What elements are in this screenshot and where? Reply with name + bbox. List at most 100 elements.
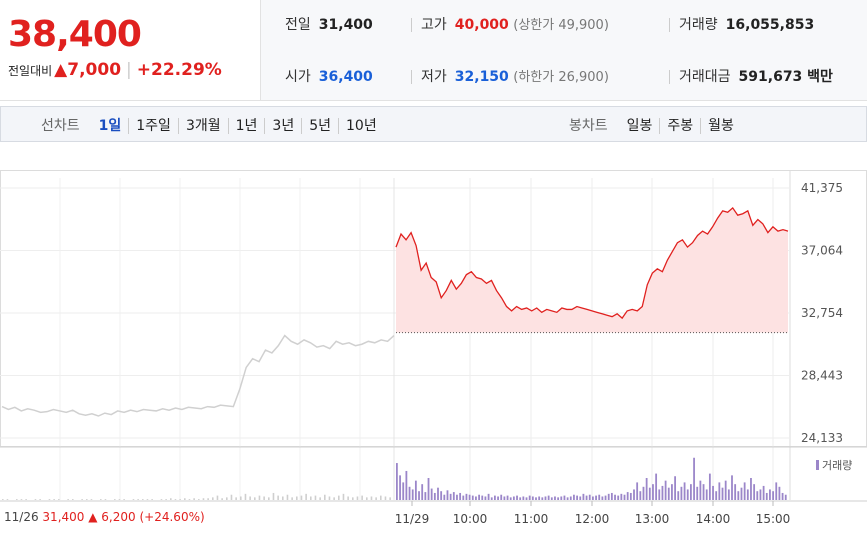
volume-bar-prev [34,499,37,500]
volume-bar [693,457,695,500]
volume-bar-prev [333,497,335,500]
volume-bar [525,497,528,500]
today-price-area [396,207,788,333]
volume-bar [468,494,471,500]
volume-bar [604,495,607,500]
change-label: 전일대비 [8,64,53,78]
volume-bar [671,484,673,500]
volume-bar-prev [170,498,172,500]
volume-bar-prev [2,499,4,500]
volume-bar [737,491,740,500]
volume-bar-prev [235,497,237,500]
volume-bar [554,496,556,500]
divider [669,18,670,32]
prev-day-date: 11/26 [4,510,39,524]
volume-bar [598,494,601,500]
volume-bar [424,492,427,500]
volume-bar-prev [324,494,326,500]
volume-bar [456,494,458,500]
volume-bar [497,496,499,500]
volume-bar [449,493,452,500]
volume-bar [642,486,645,500]
volume-bar-prev [361,495,363,500]
volume-bar [724,480,727,500]
x-tick-label: 11:00 [514,512,549,526]
volume-bar [588,494,591,500]
volume-bar-prev [123,499,125,500]
volume-bar [522,496,525,500]
volume-bar-prev [366,497,368,500]
volume-bar-prev [86,499,88,500]
volume-bar-prev [146,499,149,500]
tab-monthly[interactable]: 월봉 [700,118,741,134]
volume-bar [607,493,610,500]
volume-bar [620,493,623,500]
volume-bar-prev [193,498,195,500]
volume-bar [509,497,512,500]
volume-bar-prev [137,499,139,500]
volume-bar [734,484,737,500]
volume-bar [727,489,730,500]
volume-bar [683,482,686,500]
volume-bar [705,489,708,500]
volume-bar [658,489,661,500]
volume-bar-prev [230,494,233,500]
volume-bar [494,495,496,500]
volume-bar [756,491,759,500]
tab-5y[interactable]: 5년 [301,118,338,134]
volume-bar [440,491,443,500]
volume-bar-prev [244,493,247,500]
volume-bar [759,489,762,500]
volume-bar-prev [142,499,144,500]
quote-header: 38,400 전일대비 ▲7,000 | +22.29% 전일 31,400 고가 40,… [0,0,867,102]
volume-bar [655,473,658,500]
line-chart-tabs: 선차트 1일 1주일 3개월 1년 3년 5년 10년 [41,115,384,135]
trade-value: 거래대금 591,673 백만 [679,69,833,85]
volume-bar [405,470,408,500]
chart-tabs: 선차트 1일 1주일 3개월 1년 3년 5년 10년 봉차트 일봉 주봉 월봉 [0,106,867,142]
volume-bar-prev [352,497,354,500]
volume-bar [582,493,585,500]
low-price: 저가 32,150 (하한가 26,900) [421,69,609,85]
volume-bar-prev [188,499,191,500]
volume-bar [418,491,420,500]
divider [411,70,412,84]
volume-bar [601,496,604,500]
volume-bar [484,496,487,500]
today-price-line [395,206,789,320]
tab-1y[interactable]: 1년 [227,118,265,134]
tab-3y[interactable]: 3년 [264,118,302,134]
tab-1w[interactable]: 1주일 [128,118,178,134]
divider [411,18,412,32]
prev-day-pct: (+24.60%) [139,510,205,524]
tab-weekly[interactable]: 주봉 [659,118,701,134]
volume-bar [626,492,629,500]
volume-bar-prev [198,499,200,500]
volume-bar-prev [6,499,9,500]
tab-1d[interactable]: 1일 [98,118,122,134]
volume-bar-prev [20,499,23,500]
line-chart-label: 선차트 [41,118,80,134]
volume-bar-prev [258,495,261,500]
volume-bar [547,495,550,500]
x-tick-label: 10:00 [453,512,488,526]
volume-bar [430,488,433,500]
tab-3m[interactable]: 3개월 [177,118,228,134]
volume-stat: 거래량 16,055,853 [679,17,815,33]
volume-bar [414,480,417,500]
tab-daily[interactable]: 일봉 [626,118,653,134]
tab-10y[interactable]: 10년 [338,118,384,134]
volume-bar-prev [296,496,298,500]
volume-legend-swatch [816,460,819,470]
volume-bar-prev [347,496,349,500]
volume-bar [696,486,699,500]
volume-bar-prev [328,496,331,500]
volume-bar [446,490,449,500]
volume-bar [686,489,689,500]
volume-bar [481,495,484,500]
volume-bar-prev [90,499,93,500]
volume-bar [427,478,430,500]
volume-bar-prev [268,497,270,500]
volume-bar [452,492,455,500]
divider [669,70,670,84]
